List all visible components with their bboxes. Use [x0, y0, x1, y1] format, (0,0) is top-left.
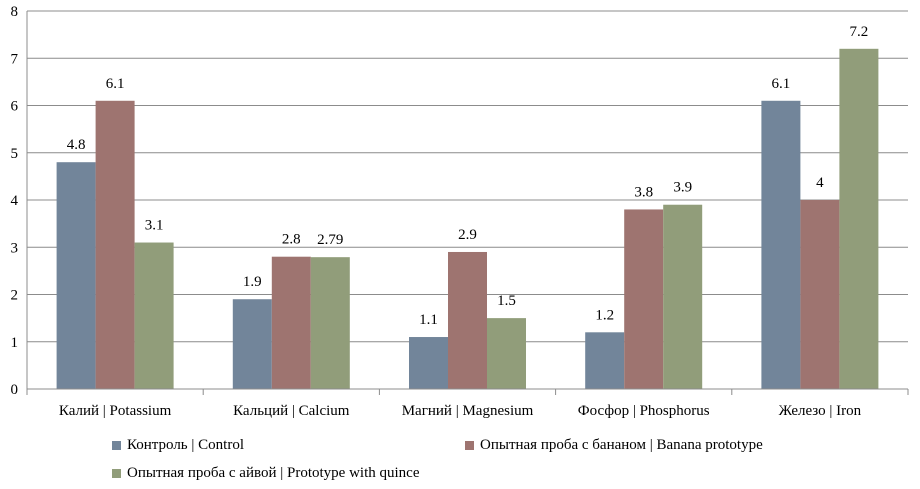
legend-item: Опытная проба с айвой | Prototype with q… [112, 465, 419, 482]
bar [271, 256, 311, 389]
legend-swatch [112, 469, 121, 478]
x-tick-label: Железо | Iron [779, 403, 862, 419]
legend-label: Опытная проба с бананом | Banana prototy… [480, 437, 763, 453]
legend-label: Опытная проба с айвой | Prototype with q… [127, 465, 420, 481]
y-tick-label: 1 [11, 335, 19, 351]
bar [624, 209, 664, 389]
x-tick-label: Магний | Magnesium [402, 403, 534, 419]
data-labels: 4.8 6.1 3.1 1.9 2.8 2.79 1.1 2.9 1.5 1.2 3.8 3.9 6.1… [67, 24, 869, 328]
data-label: 3.8 [634, 184, 653, 200]
bar [663, 204, 703, 389]
legend-swatch [112, 441, 121, 450]
bar [56, 162, 96, 389]
data-label: 2.9 [458, 227, 477, 243]
bar [95, 100, 135, 390]
legend-swatch [465, 441, 474, 450]
data-label: 1.9 [243, 274, 262, 290]
legend-item: Контроль | Control [112, 437, 244, 454]
y-tick-label: 8 [11, 4, 19, 20]
bar [448, 251, 487, 389]
bars [56, 48, 879, 390]
data-label: 2.79 [317, 232, 343, 248]
bar [487, 318, 526, 389]
data-label: 2.8 [282, 232, 301, 248]
bar [839, 48, 879, 390]
legend: Контроль | Control Опытная проба с банано… [0, 430, 920, 489]
data-label: 1.5 [497, 293, 516, 309]
bar [409, 337, 448, 389]
axes: 0 1 2 3 4 5 6 7 8 Калий | Potassium Кальций | Calc… [11, 4, 909, 419]
data-label: 3.9 [673, 180, 692, 196]
x-tick-label: Калий | Potassium [59, 403, 172, 419]
legend-item: Опытная проба с бананом | Banana prototy… [465, 437, 763, 454]
y-tick-label: 7 [11, 51, 19, 67]
y-tick-label: 3 [11, 240, 19, 256]
data-label: 6.1 [772, 76, 791, 92]
data-label: 6.1 [106, 76, 125, 92]
bar-chart: 4.8 6.1 3.1 1.9 2.8 2.79 1.1 2.9 1.5 1.2 3.8 3.9 6.1… [11, 4, 909, 419]
y-tick-label: 5 [11, 146, 19, 162]
y-tick-label: 2 [11, 288, 19, 304]
y-tick-label: 6 [11, 99, 19, 115]
bar [134, 242, 174, 389]
bar [761, 100, 801, 390]
data-label: 4.8 [67, 137, 86, 153]
bar [232, 299, 272, 389]
y-tick-label: 0 [11, 382, 19, 398]
bar [585, 332, 625, 389]
data-label: 3.1 [145, 218, 164, 234]
y-tick-label: 4 [11, 193, 19, 209]
bar [310, 257, 350, 389]
data-label: 1.1 [419, 312, 438, 328]
data-label: 4 [816, 175, 824, 191]
data-label: 7.2 [850, 24, 869, 40]
bar [800, 200, 840, 389]
gridlines [27, 10, 908, 390]
data-label: 1.2 [595, 307, 614, 323]
x-tick-label: Фосфор | Phosphorus [578, 403, 710, 419]
x-tick-label: Кальций | Calcium [233, 403, 350, 419]
legend-label: Контроль | Control [127, 437, 244, 453]
